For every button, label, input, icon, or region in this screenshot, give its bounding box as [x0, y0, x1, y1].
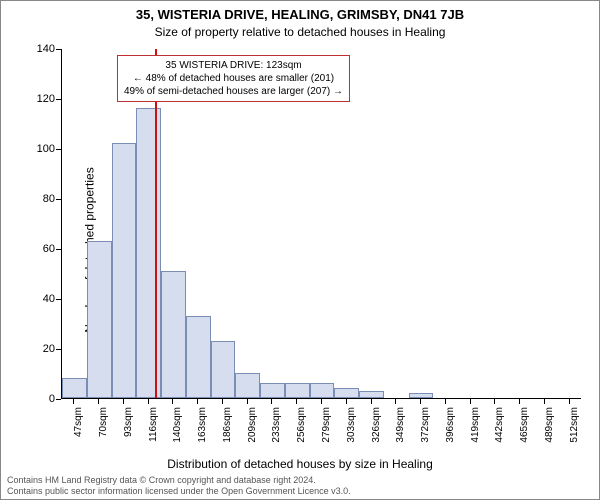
y-tick-mark	[56, 199, 61, 200]
x-tick-mark	[494, 399, 495, 404]
x-tick-mark	[321, 399, 322, 404]
x-tick-label: 93sqm	[123, 407, 134, 447]
y-tick-label: 120	[27, 93, 55, 105]
figure-root: 35, WISTERIA DRIVE, HEALING, GRIMSBY, DN…	[0, 0, 600, 500]
x-tick-mark	[98, 399, 99, 404]
histogram-bar	[112, 143, 137, 398]
x-tick-mark	[222, 399, 223, 404]
x-tick-label: 116sqm	[148, 407, 159, 447]
x-tick-mark	[271, 399, 272, 404]
histogram-bar	[260, 383, 285, 398]
x-axis-label: Distribution of detached houses by size …	[1, 457, 599, 471]
x-tick-label: 442sqm	[494, 407, 505, 447]
x-tick-mark	[148, 399, 149, 404]
x-tick-label: 186sqm	[222, 407, 233, 447]
x-tick-mark	[346, 399, 347, 404]
y-tick-label: 80	[27, 193, 55, 205]
annotation-line-2: ← 48% of detached houses are smaller (20…	[124, 72, 343, 85]
histogram-bar	[62, 378, 87, 398]
footer-line-2: Contains public sector information licen…	[7, 486, 351, 496]
y-tick-label: 40	[27, 293, 55, 305]
y-tick-label: 140	[27, 43, 55, 55]
histogram-bar	[211, 341, 236, 399]
x-tick-label: 47sqm	[73, 407, 84, 447]
histogram-bar	[334, 388, 359, 398]
x-tick-label: 209sqm	[247, 407, 258, 447]
y-tick-label: 0	[27, 393, 55, 405]
x-tick-label: 489sqm	[544, 407, 555, 447]
x-tick-label: 233sqm	[271, 407, 282, 447]
y-tick-label: 20	[27, 343, 55, 355]
y-tick-mark	[56, 299, 61, 300]
x-tick-mark	[247, 399, 248, 404]
x-tick-label: 419sqm	[470, 407, 481, 447]
x-tick-mark	[73, 399, 74, 404]
x-tick-mark	[197, 399, 198, 404]
footer-line-1: Contains HM Land Registry data © Crown c…	[7, 475, 351, 485]
x-tick-mark	[172, 399, 173, 404]
histogram-bar	[161, 271, 186, 399]
chart-subtitle: Size of property relative to detached ho…	[1, 25, 599, 39]
x-tick-label: 512sqm	[569, 407, 580, 447]
annotation-box: 35 WISTERIA DRIVE: 123sqm ← 48% of detac…	[117, 55, 350, 102]
y-tick-mark	[56, 349, 61, 350]
y-tick-label: 100	[27, 143, 55, 155]
x-tick-label: 372sqm	[420, 407, 431, 447]
y-tick-mark	[56, 149, 61, 150]
x-tick-label: 349sqm	[395, 407, 406, 447]
x-tick-label: 70sqm	[98, 407, 109, 447]
x-tick-mark	[420, 399, 421, 404]
histogram-bar	[359, 391, 384, 399]
histogram-bar	[310, 383, 335, 398]
x-tick-mark	[569, 399, 570, 404]
x-tick-label: 140sqm	[172, 407, 183, 447]
histogram-bar	[136, 108, 161, 398]
x-tick-label: 303sqm	[346, 407, 357, 447]
x-tick-mark	[371, 399, 372, 404]
y-tick-mark	[56, 249, 61, 250]
x-tick-label: 396sqm	[445, 407, 456, 447]
annotation-line-3: 49% of semi-detached houses are larger (…	[124, 85, 343, 98]
histogram-bar	[235, 373, 260, 398]
x-tick-label: 256sqm	[296, 407, 307, 447]
chart-title: 35, WISTERIA DRIVE, HEALING, GRIMSBY, DN…	[1, 7, 599, 22]
plot-area: 35 WISTERIA DRIVE: 123sqm ← 48% of detac…	[61, 49, 581, 399]
x-tick-mark	[519, 399, 520, 404]
x-tick-label: 279sqm	[321, 407, 332, 447]
annotation-line-1: 35 WISTERIA DRIVE: 123sqm	[124, 59, 343, 72]
y-tick-mark	[56, 399, 61, 400]
x-tick-mark	[296, 399, 297, 404]
y-tick-label: 60	[27, 243, 55, 255]
x-tick-label: 465sqm	[519, 407, 530, 447]
x-tick-mark	[544, 399, 545, 404]
histogram-bar	[186, 316, 211, 399]
x-tick-mark	[445, 399, 446, 404]
histogram-bar	[409, 393, 434, 398]
x-tick-label: 163sqm	[197, 407, 208, 447]
histogram-bar	[285, 383, 310, 398]
y-tick-mark	[56, 49, 61, 50]
y-tick-mark	[56, 99, 61, 100]
histogram-bar	[87, 241, 112, 399]
x-tick-label: 326sqm	[371, 407, 382, 447]
footer-attribution: Contains HM Land Registry data © Crown c…	[7, 475, 351, 496]
x-tick-mark	[470, 399, 471, 404]
x-tick-mark	[123, 399, 124, 404]
x-tick-mark	[395, 399, 396, 404]
